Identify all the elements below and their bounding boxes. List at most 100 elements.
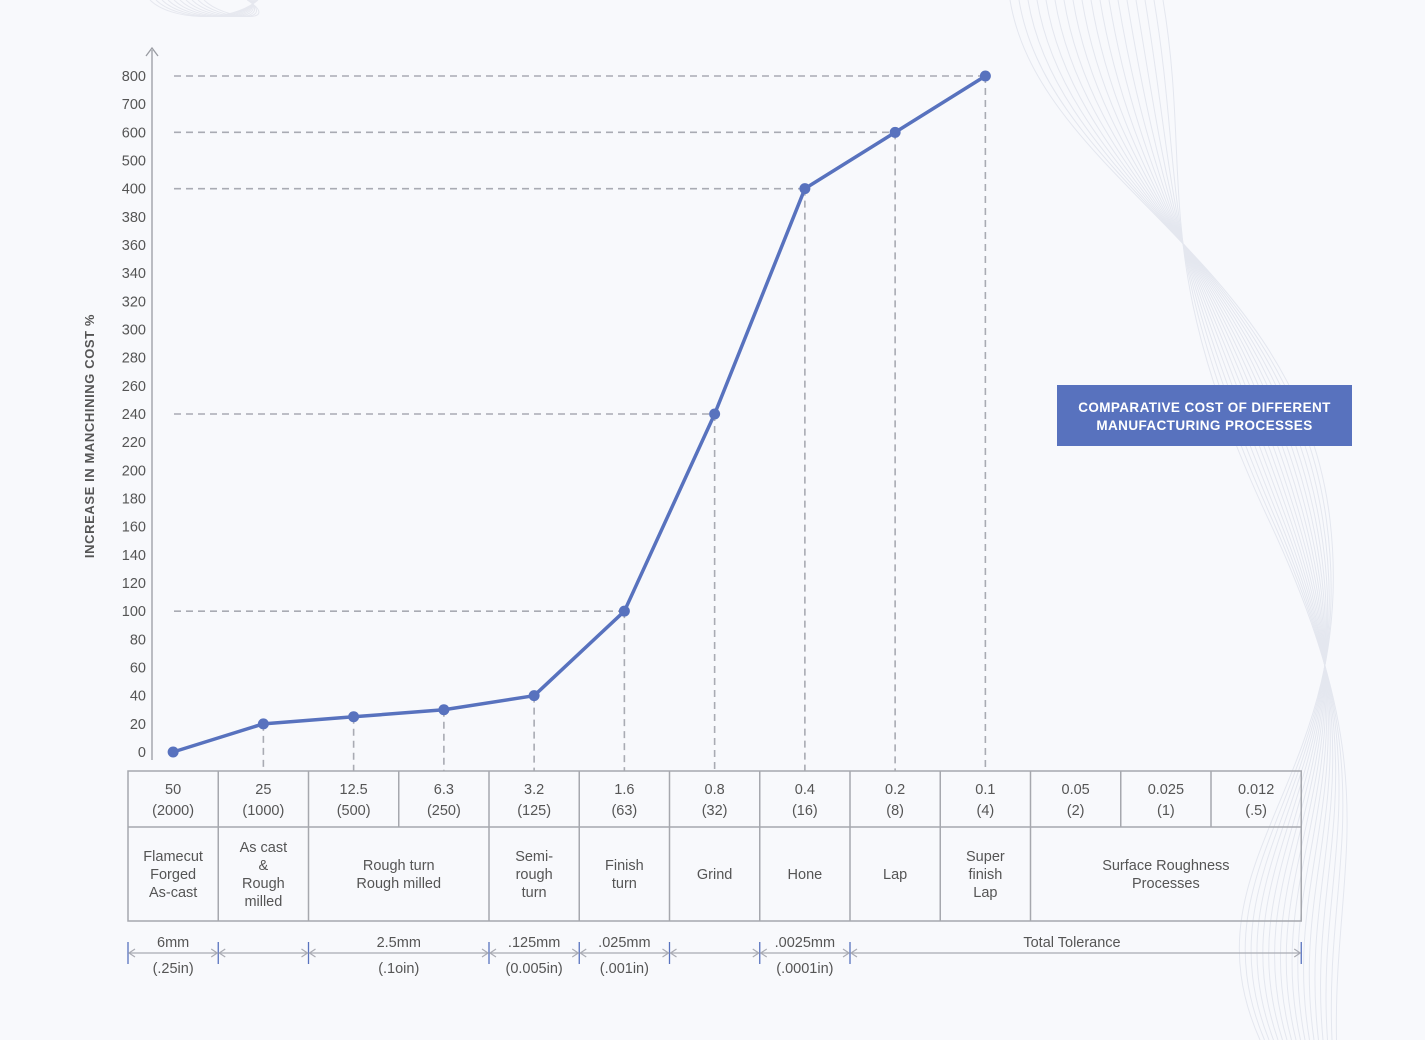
roughness-value: 0.05	[1062, 782, 1090, 798]
arrow-head	[579, 948, 587, 958]
wave-line	[1090, 0, 1327, 1040]
data-point	[618, 605, 630, 617]
roughness-value: 12.5	[340, 782, 368, 798]
y-tick-label: 20	[130, 717, 146, 733]
y-tick-label: 380	[122, 210, 146, 226]
y-tick-label: 300	[122, 323, 146, 339]
series-line	[172, 74, 987, 754]
process-label: Hone	[788, 867, 823, 883]
y-tick-label: 140	[122, 548, 146, 564]
arrow-head	[571, 948, 580, 958]
tolerance-in: (.0001in)	[776, 961, 833, 977]
process-label: &	[259, 858, 269, 874]
process-label: Flamecut	[143, 849, 203, 865]
process-label: Rough	[242, 876, 285, 892]
roughness-value: 0.4	[795, 782, 815, 798]
process-label: Processes	[1132, 876, 1200, 892]
roughness-value: 50	[165, 782, 181, 798]
roughness-value: 3.2	[524, 782, 544, 798]
y-tick-label: 340	[122, 266, 146, 282]
y-tick-label: 800	[122, 69, 146, 85]
roughness-value: 1.6	[614, 782, 634, 798]
chart-title-box: COMPARATIVE COST OF DIFFERENT MANUFACTUR…	[1057, 385, 1352, 446]
roughness-value: 0.012	[1238, 782, 1274, 798]
roughness-value-in: (4)	[977, 803, 995, 819]
arrow-head	[842, 948, 851, 958]
process-label: As cast	[240, 840, 288, 856]
roughness-value: 0.025	[1148, 782, 1184, 798]
roughness-value-in: (1000)	[242, 803, 284, 819]
process-label: finish	[968, 867, 1002, 883]
y-tick-label: 220	[122, 435, 146, 451]
roughness-value: 0.2	[885, 782, 905, 798]
process-label: Rough milled	[356, 876, 441, 892]
wave-line	[1135, 0, 1337, 1040]
roughness-value: 6.3	[434, 782, 454, 798]
y-tick-label: 400	[122, 182, 146, 198]
tolerance-mm: .025mm	[598, 935, 650, 951]
y-tick-label: 320	[122, 294, 146, 310]
arrow-head	[662, 948, 670, 958]
wave-line	[1081, 0, 1326, 1040]
y-tick-label: 120	[122, 576, 146, 592]
arrow-head	[301, 948, 309, 958]
arrow-head	[481, 948, 490, 958]
data-point	[979, 70, 991, 82]
wave-line	[1018, 0, 1332, 1040]
process-label: Grind	[697, 867, 732, 883]
tolerance-mm: .125mm	[508, 935, 560, 951]
wave-line	[1144, 0, 1340, 1040]
wave-line	[1153, 0, 1344, 1040]
roughness-value-in: (125)	[517, 803, 551, 819]
process-label: Forged	[150, 867, 196, 883]
tolerance-in: (.001in)	[600, 961, 649, 977]
wave-line	[1126, 0, 1334, 1040]
process-label: milled	[244, 894, 282, 910]
roughness-value-in: (63)	[611, 803, 637, 819]
process-label: Rough turn	[363, 858, 435, 874]
process-label: Semi-	[515, 849, 553, 865]
arrow-head	[127, 948, 136, 958]
dashed-guides	[174, 75, 987, 771]
roughness-value: 25	[255, 782, 271, 798]
arrow-head	[218, 948, 226, 958]
roughness-value-in: (.5)	[1245, 803, 1267, 819]
y-tick-label: 40	[130, 689, 146, 705]
arrow-head	[210, 948, 219, 958]
roughness-value-in: (250)	[427, 803, 461, 819]
y-tick-label: 360	[122, 238, 146, 254]
roughness-value: 0.1	[975, 782, 995, 798]
wave-line	[1054, 0, 1327, 1040]
data-point	[709, 408, 721, 420]
data-point	[257, 718, 269, 730]
tolerance-mm: 6mm	[157, 935, 189, 951]
corner-wave-decoration	[149, 0, 260, 17]
process-label: Surface Roughness	[1102, 858, 1229, 874]
process-label: turn	[612, 876, 637, 892]
y-tick-label: 260	[122, 379, 146, 395]
roughness-value-in: (2000)	[152, 803, 194, 819]
chart-title-line-1: COMPARATIVE COST OF DIFFERENT	[1078, 400, 1331, 415]
tolerance-in: (.25in)	[153, 961, 194, 977]
y-tick-label: 200	[122, 463, 146, 479]
tolerance-mm: 2.5mm	[377, 935, 421, 951]
process-label: rough	[516, 867, 553, 883]
data-point	[799, 183, 811, 195]
y-tick-label: 0	[138, 745, 146, 761]
y-tick-label: 100	[122, 604, 146, 620]
y-tick-label: 700	[122, 97, 146, 113]
wave-line	[1063, 0, 1326, 1040]
wave-line	[1027, 0, 1330, 1040]
roughness-value-in: (32)	[702, 803, 728, 819]
arrow-head	[488, 948, 497, 958]
y-axis	[145, 46, 159, 760]
data-point	[889, 126, 901, 138]
y-tick-label: 160	[122, 520, 146, 536]
process-label: As-cast	[149, 885, 197, 901]
chart-title-line-2: MANUFACTURING PROCESSES	[1096, 418, 1312, 433]
y-tick-label: 500	[122, 154, 146, 170]
arrow-head	[752, 948, 760, 958]
arrow-head	[669, 948, 677, 958]
y-tick-label: 180	[122, 492, 146, 508]
tolerance-row: 6mm (.25in) 2.5mm (.1oin) .125mm (0.005in) .02…	[127, 935, 1302, 977]
